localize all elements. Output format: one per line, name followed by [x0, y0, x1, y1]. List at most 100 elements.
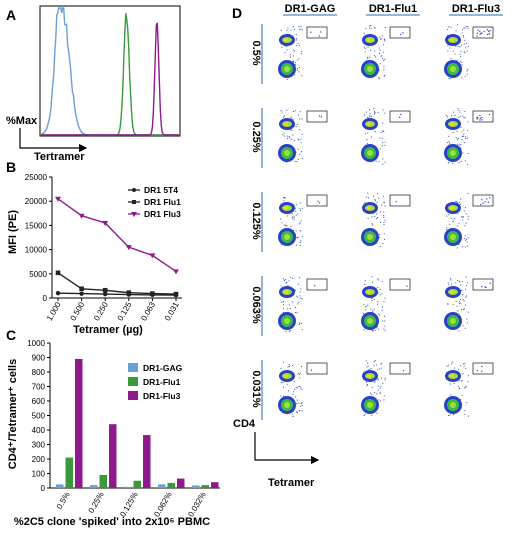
flow-dot — [384, 141, 386, 143]
flow-dot — [463, 237, 465, 239]
data-point — [150, 291, 155, 296]
flow-dot — [378, 399, 380, 401]
flow-dot — [379, 387, 381, 389]
flow-dot — [294, 389, 296, 391]
bar — [65, 457, 73, 488]
flow-dot — [447, 50, 449, 52]
cd4-low-peak — [284, 234, 290, 240]
flow-dot — [379, 233, 381, 235]
flow-dot — [467, 218, 469, 220]
gate-event — [484, 286, 486, 288]
flow-dot — [464, 117, 466, 119]
flow-dot — [467, 245, 469, 247]
flow-dot — [383, 224, 385, 226]
flow-dot — [284, 52, 286, 54]
flow-dot — [281, 301, 283, 303]
flow-dot — [300, 322, 302, 324]
data-point — [103, 291, 108, 297]
flow-dot — [382, 109, 384, 111]
flow-dot — [293, 111, 295, 113]
legend-label: DR1-Flu3 — [143, 391, 181, 401]
flow-dot — [281, 46, 283, 48]
flow-dot — [282, 301, 284, 303]
gate-event — [483, 30, 485, 33]
tetramer-gate — [472, 110, 494, 123]
flow-dot — [367, 117, 369, 119]
flow-dot — [383, 216, 385, 218]
flow-dot — [373, 195, 375, 197]
flow-dot — [286, 109, 288, 111]
flow-dot — [467, 311, 469, 313]
flow-dot — [292, 415, 294, 417]
flow-dot — [367, 57, 369, 59]
flow-dot — [300, 402, 302, 404]
flow-dot — [282, 197, 284, 199]
gate-event — [479, 119, 481, 121]
flow-dot — [301, 118, 303, 120]
flow-dot — [378, 197, 380, 199]
cd4-low-peak — [284, 150, 290, 156]
flow-dot — [287, 285, 289, 287]
flow-dot — [462, 29, 464, 31]
flow-dot — [372, 311, 374, 313]
flow-dot — [294, 62, 296, 64]
flow-dot — [459, 281, 461, 283]
flow-dot — [381, 309, 383, 311]
x-tick-label: 0.500 — [69, 300, 87, 322]
flow-dot — [455, 201, 457, 203]
flow-dot — [297, 237, 299, 239]
flow-dot — [383, 301, 385, 303]
flow-dot — [295, 387, 297, 389]
gate-event — [476, 369, 478, 372]
flow-dot — [383, 328, 385, 330]
flow-dot — [293, 381, 295, 383]
flow-dot — [363, 32, 365, 34]
flow-dot — [301, 207, 303, 209]
flow-dot — [280, 218, 282, 220]
flow-dot — [446, 365, 448, 367]
flow-dot — [295, 312, 297, 314]
panel-c-letter: C — [6, 327, 16, 343]
cd4-low-peak — [284, 66, 290, 72]
flow-dot — [284, 197, 286, 199]
flow-dot — [370, 136, 372, 138]
flow-dot — [374, 112, 376, 114]
gate-event — [481, 370, 483, 372]
flow-dot — [447, 364, 449, 366]
flow-dot — [461, 32, 463, 34]
flow-dot — [467, 68, 469, 70]
gate-event — [476, 116, 478, 118]
y-tick-label: 800 — [32, 368, 46, 377]
flow-dot — [465, 276, 467, 278]
bar — [99, 474, 107, 488]
flow-dot — [285, 279, 287, 281]
flow-dot — [466, 241, 468, 243]
flow-dot — [282, 116, 284, 118]
flow-dot — [380, 386, 382, 388]
flow-dot — [293, 216, 295, 218]
flow-dot — [373, 55, 375, 57]
flow-dot — [288, 330, 290, 332]
flow-dot — [282, 308, 284, 310]
flow-dot — [383, 399, 385, 401]
flow-dot — [457, 310, 459, 312]
flow-dot — [457, 385, 459, 387]
flow-dot — [298, 44, 300, 46]
flow-dot — [298, 402, 300, 404]
flow-dot — [459, 302, 461, 304]
flow-dot — [464, 27, 466, 29]
flow-dot — [299, 385, 301, 387]
flow-dot — [283, 196, 285, 198]
flow-dot — [465, 222, 467, 224]
flow-dot — [459, 144, 461, 146]
gate-event — [489, 29, 491, 32]
flow-dot — [375, 327, 377, 329]
flow-dot — [463, 210, 465, 212]
flow-dot — [461, 290, 463, 292]
cd4-high-peak — [366, 38, 372, 42]
flow-dot — [374, 27, 376, 29]
flow-dot — [382, 130, 384, 132]
flow-dot — [373, 365, 375, 367]
flow-dot — [384, 144, 386, 146]
panel-a-frame — [39, 5, 181, 137]
